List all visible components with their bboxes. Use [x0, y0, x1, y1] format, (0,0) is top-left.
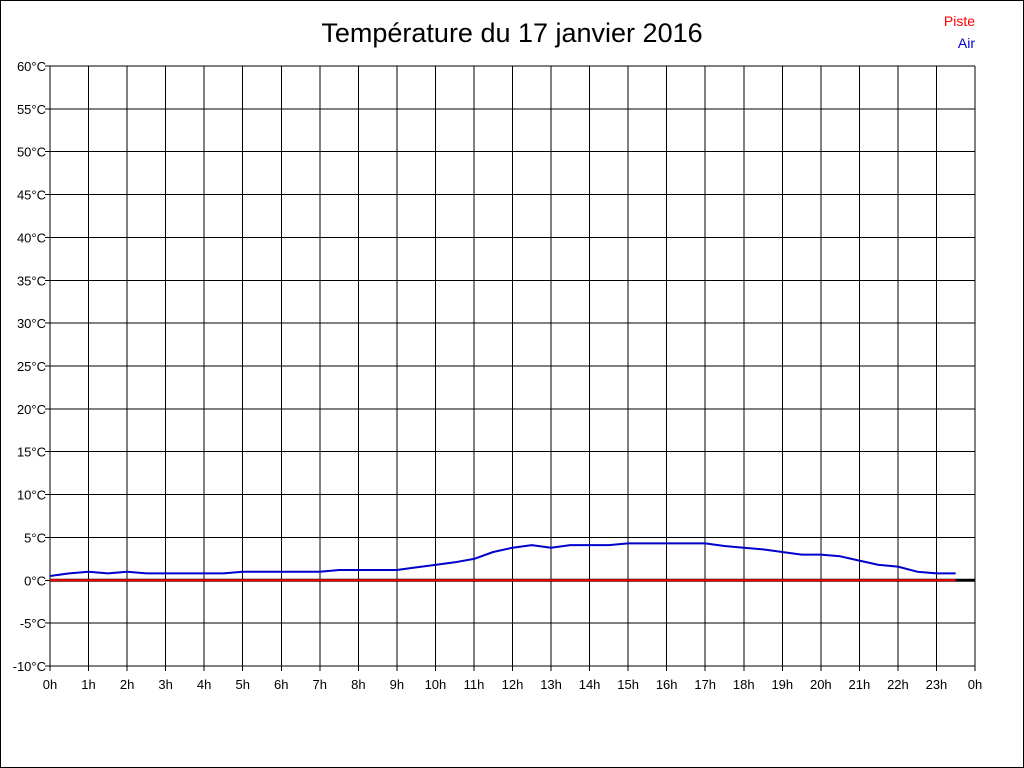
- x-tick-label: 19h: [771, 677, 793, 692]
- y-tick-label: 50°C: [17, 145, 46, 160]
- x-tick-label: 5h: [235, 677, 249, 692]
- x-tick-label: 16h: [656, 677, 678, 692]
- y-tick-label: 0°C: [24, 573, 46, 588]
- x-tick-label: 22h: [887, 677, 909, 692]
- x-tick-label: 0h: [43, 677, 57, 692]
- y-tick-label: 25°C: [17, 359, 46, 374]
- chart-title: Température du 17 janvier 2016: [321, 18, 703, 48]
- x-tick-label: 14h: [579, 677, 601, 692]
- y-tick-label: -5°C: [20, 616, 46, 631]
- x-tick-label: 12h: [502, 677, 524, 692]
- y-tick-label: 45°C: [17, 188, 46, 203]
- y-tick-label: 30°C: [17, 316, 46, 331]
- y-tick-label: 35°C: [17, 273, 46, 288]
- y-tick-label: 5°C: [24, 530, 46, 545]
- y-tick-label: 15°C: [17, 445, 46, 460]
- y-tick-label: 10°C: [17, 488, 46, 503]
- y-tick-label: 55°C: [17, 102, 46, 117]
- x-tick-label: 21h: [849, 677, 871, 692]
- x-tick-label: 13h: [540, 677, 562, 692]
- x-tick-label: 3h: [158, 677, 172, 692]
- x-tick-label: 20h: [810, 677, 832, 692]
- x-tick-label: 0h: [968, 677, 982, 692]
- x-tick-label: 2h: [120, 677, 134, 692]
- y-tick-label: 60°C: [17, 59, 46, 74]
- x-tick-label: 9h: [390, 677, 404, 692]
- x-tick-label: 7h: [313, 677, 327, 692]
- x-tick-label: 15h: [617, 677, 639, 692]
- x-tick-label: 23h: [926, 677, 948, 692]
- x-tick-label: 17h: [694, 677, 716, 692]
- series-line-air: [49, 542, 956, 577]
- legend-piste: Piste: [943, 13, 975, 29]
- x-tick-label: 1h: [81, 677, 95, 692]
- x-tick-label: 18h: [733, 677, 755, 692]
- x-tick-label: 4h: [197, 677, 211, 692]
- x-tick-label: 11h: [464, 677, 485, 692]
- x-tick-label: 8h: [351, 677, 365, 692]
- x-tick-label: 6h: [274, 677, 288, 692]
- legend-air: Air: [957, 35, 975, 51]
- y-tick-label: 40°C: [17, 230, 46, 245]
- y-tick-label: -10°C: [13, 659, 46, 674]
- y-tick-label: 20°C: [17, 402, 46, 417]
- x-tick-label: 10h: [425, 677, 447, 692]
